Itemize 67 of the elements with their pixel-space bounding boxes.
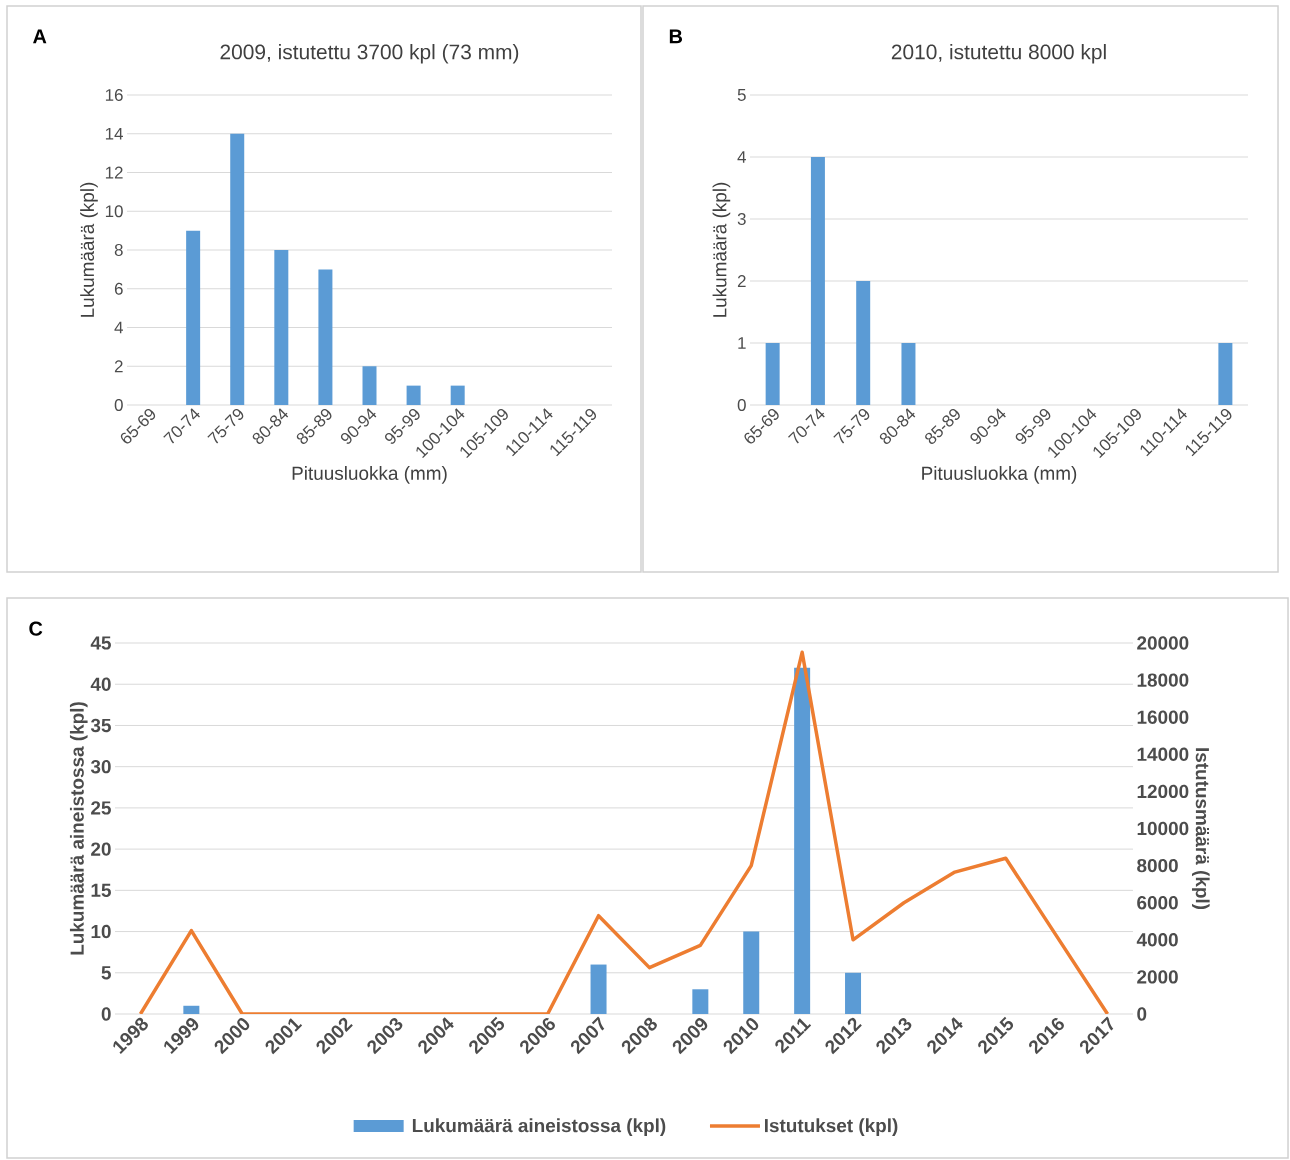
- y2-tick-label: 14000: [1137, 747, 1189, 762]
- y-tick-label: 14: [105, 127, 123, 140]
- y-tick-label: 25: [91, 801, 111, 815]
- y-tick-label: 0: [101, 1007, 111, 1021]
- y2-tick-label: 20000: [1137, 636, 1189, 650]
- y-tick-label: 35: [90, 718, 111, 733]
- y-tick-label: 5: [101, 966, 111, 980]
- y-tick-label: 2: [737, 275, 746, 287]
- bar: [362, 366, 377, 406]
- y-tick-label: 2: [114, 360, 123, 373]
- x-axis-title: Pituusluokka (mm): [292, 466, 447, 484]
- bar: [406, 385, 421, 406]
- y-tick-label: 0: [737, 399, 746, 412]
- y2-tick-label: 16000: [1137, 710, 1189, 724]
- y-tick-label: 0: [114, 399, 123, 412]
- y-tick-label: 10: [91, 924, 111, 939]
- y-axis-title: Lukumäärä (kpl): [712, 182, 731, 317]
- y-tick-label: 1: [738, 337, 746, 349]
- text: B: [669, 29, 683, 44]
- bar: [794, 667, 811, 1015]
- legend-label: Istutukset (kpl): [764, 1118, 898, 1137]
- bar: [765, 343, 780, 406]
- y-tick-label: 10: [105, 205, 123, 218]
- bar: [845, 972, 862, 1015]
- chart-title: 2009, istutettu 3700 kpl (73 mm): [220, 44, 519, 64]
- y2-tick-label: 18000: [1137, 673, 1189, 687]
- bar: [230, 133, 245, 406]
- y-tick-label: 12: [105, 166, 123, 179]
- y2-tick-label: 6000: [1137, 896, 1178, 910]
- bar: [692, 989, 709, 1015]
- bar: [856, 281, 871, 406]
- y2-axis-title: Istutusmäärä (kpl): [1191, 748, 1210, 910]
- text: A: [33, 29, 47, 44]
- legend-label: Lukumäärä aineistossa (kpl): [412, 1118, 666, 1137]
- bar: [810, 157, 825, 406]
- y2-tick-label: 8000: [1137, 858, 1178, 873]
- y2-tick-label: 12000: [1137, 784, 1189, 799]
- x-axis-title: Pituusluokka (mm): [922, 466, 1077, 484]
- y-tick-label: 6: [114, 282, 123, 295]
- y2-tick-label: 2000: [1137, 970, 1178, 984]
- y2-tick-label: 4000: [1136, 933, 1178, 947]
- y2-tick-label: 10000: [1137, 821, 1189, 836]
- bar: [318, 269, 333, 406]
- y-tick-label: 45: [90, 636, 111, 650]
- y-tick-label: 4: [737, 151, 746, 163]
- bar: [901, 343, 916, 406]
- text: C: [29, 621, 43, 636]
- y-axis-title: Lukumäärä aineistossa (kpl): [69, 702, 88, 955]
- bar: [186, 230, 201, 406]
- bar: [743, 931, 760, 1015]
- y-tick-label: 15: [91, 883, 111, 897]
- y-tick-label: 8: [114, 244, 123, 257]
- y2-tick-label: 0: [1137, 1007, 1147, 1021]
- y-tick-label: 5: [737, 89, 746, 101]
- bar: [1218, 343, 1233, 406]
- y-tick-label: 40: [90, 677, 111, 691]
- chart-title: 2010, istutettu 8000 kpl: [891, 44, 1106, 64]
- y-axis-title: Lukumäärä (kpl): [80, 182, 98, 317]
- bar: [183, 1005, 200, 1015]
- y-tick-label: 3: [737, 213, 746, 226]
- bar: [274, 250, 289, 406]
- y-tick-label: 16: [105, 89, 123, 101]
- y-tick-label: 30: [90, 759, 111, 774]
- y-tick-label: 4: [114, 321, 123, 334]
- bar: [590, 964, 607, 1015]
- bar: [450, 385, 465, 406]
- y-tick-label: 20: [91, 842, 111, 856]
